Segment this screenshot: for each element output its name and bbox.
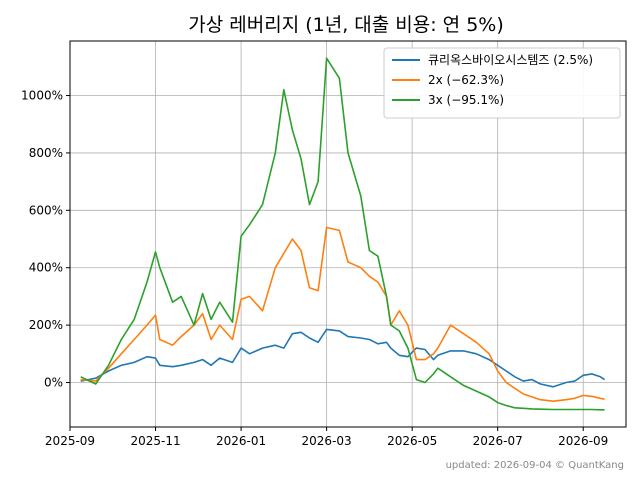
series-line-1 xyxy=(80,226,605,402)
x-tick-label: 2026-05 xyxy=(387,434,437,448)
plot-frame xyxy=(69,40,627,428)
x-tick-label: 2026-07 xyxy=(473,434,523,448)
x-tick-label: 2026-01 xyxy=(216,434,266,448)
series-line-0 xyxy=(80,328,606,388)
y-tick-label: 1000% xyxy=(21,89,63,103)
y-tick-label: 0% xyxy=(44,376,63,390)
chart-title: 가상 레버리지 (1년, 대출 비용: 연 5%) xyxy=(188,14,504,36)
x-tick-label: 2025-09 xyxy=(45,434,95,448)
x-tick-label: 2026-09 xyxy=(558,434,608,448)
y-tick-label: 800% xyxy=(29,146,63,160)
x-axis: 2025-09 2025-11 2026-01 2026-03 2026-05 2026-… xyxy=(45,427,608,448)
y-tick-label: 600% xyxy=(29,203,63,217)
series-layer xyxy=(80,57,606,411)
legend-label-1: 2x (−62.3%) xyxy=(428,73,504,87)
legend-label-0: 큐리옥스바이오시스템즈 (2.5%) xyxy=(428,53,593,67)
footer-credit: updated: 2026-09-04 © QuantKang xyxy=(446,460,624,471)
series-line-2 xyxy=(80,57,605,411)
legend-label-2: 3x (−95.1%) xyxy=(428,93,504,107)
y-axis: 0% 200% 400% 600% 800% 1000% xyxy=(21,89,70,390)
x-tick-label: 2025-11 xyxy=(130,434,180,448)
x-tick-label: 2026-03 xyxy=(302,434,352,448)
legend: 큐리옥스바이오시스템즈 (2.5%) 2x (−62.3%) 3x (−95.1%) xyxy=(383,47,621,119)
y-tick-label: 400% xyxy=(29,261,63,275)
y-tick-label: 200% xyxy=(29,318,63,332)
legend-box xyxy=(383,47,621,119)
